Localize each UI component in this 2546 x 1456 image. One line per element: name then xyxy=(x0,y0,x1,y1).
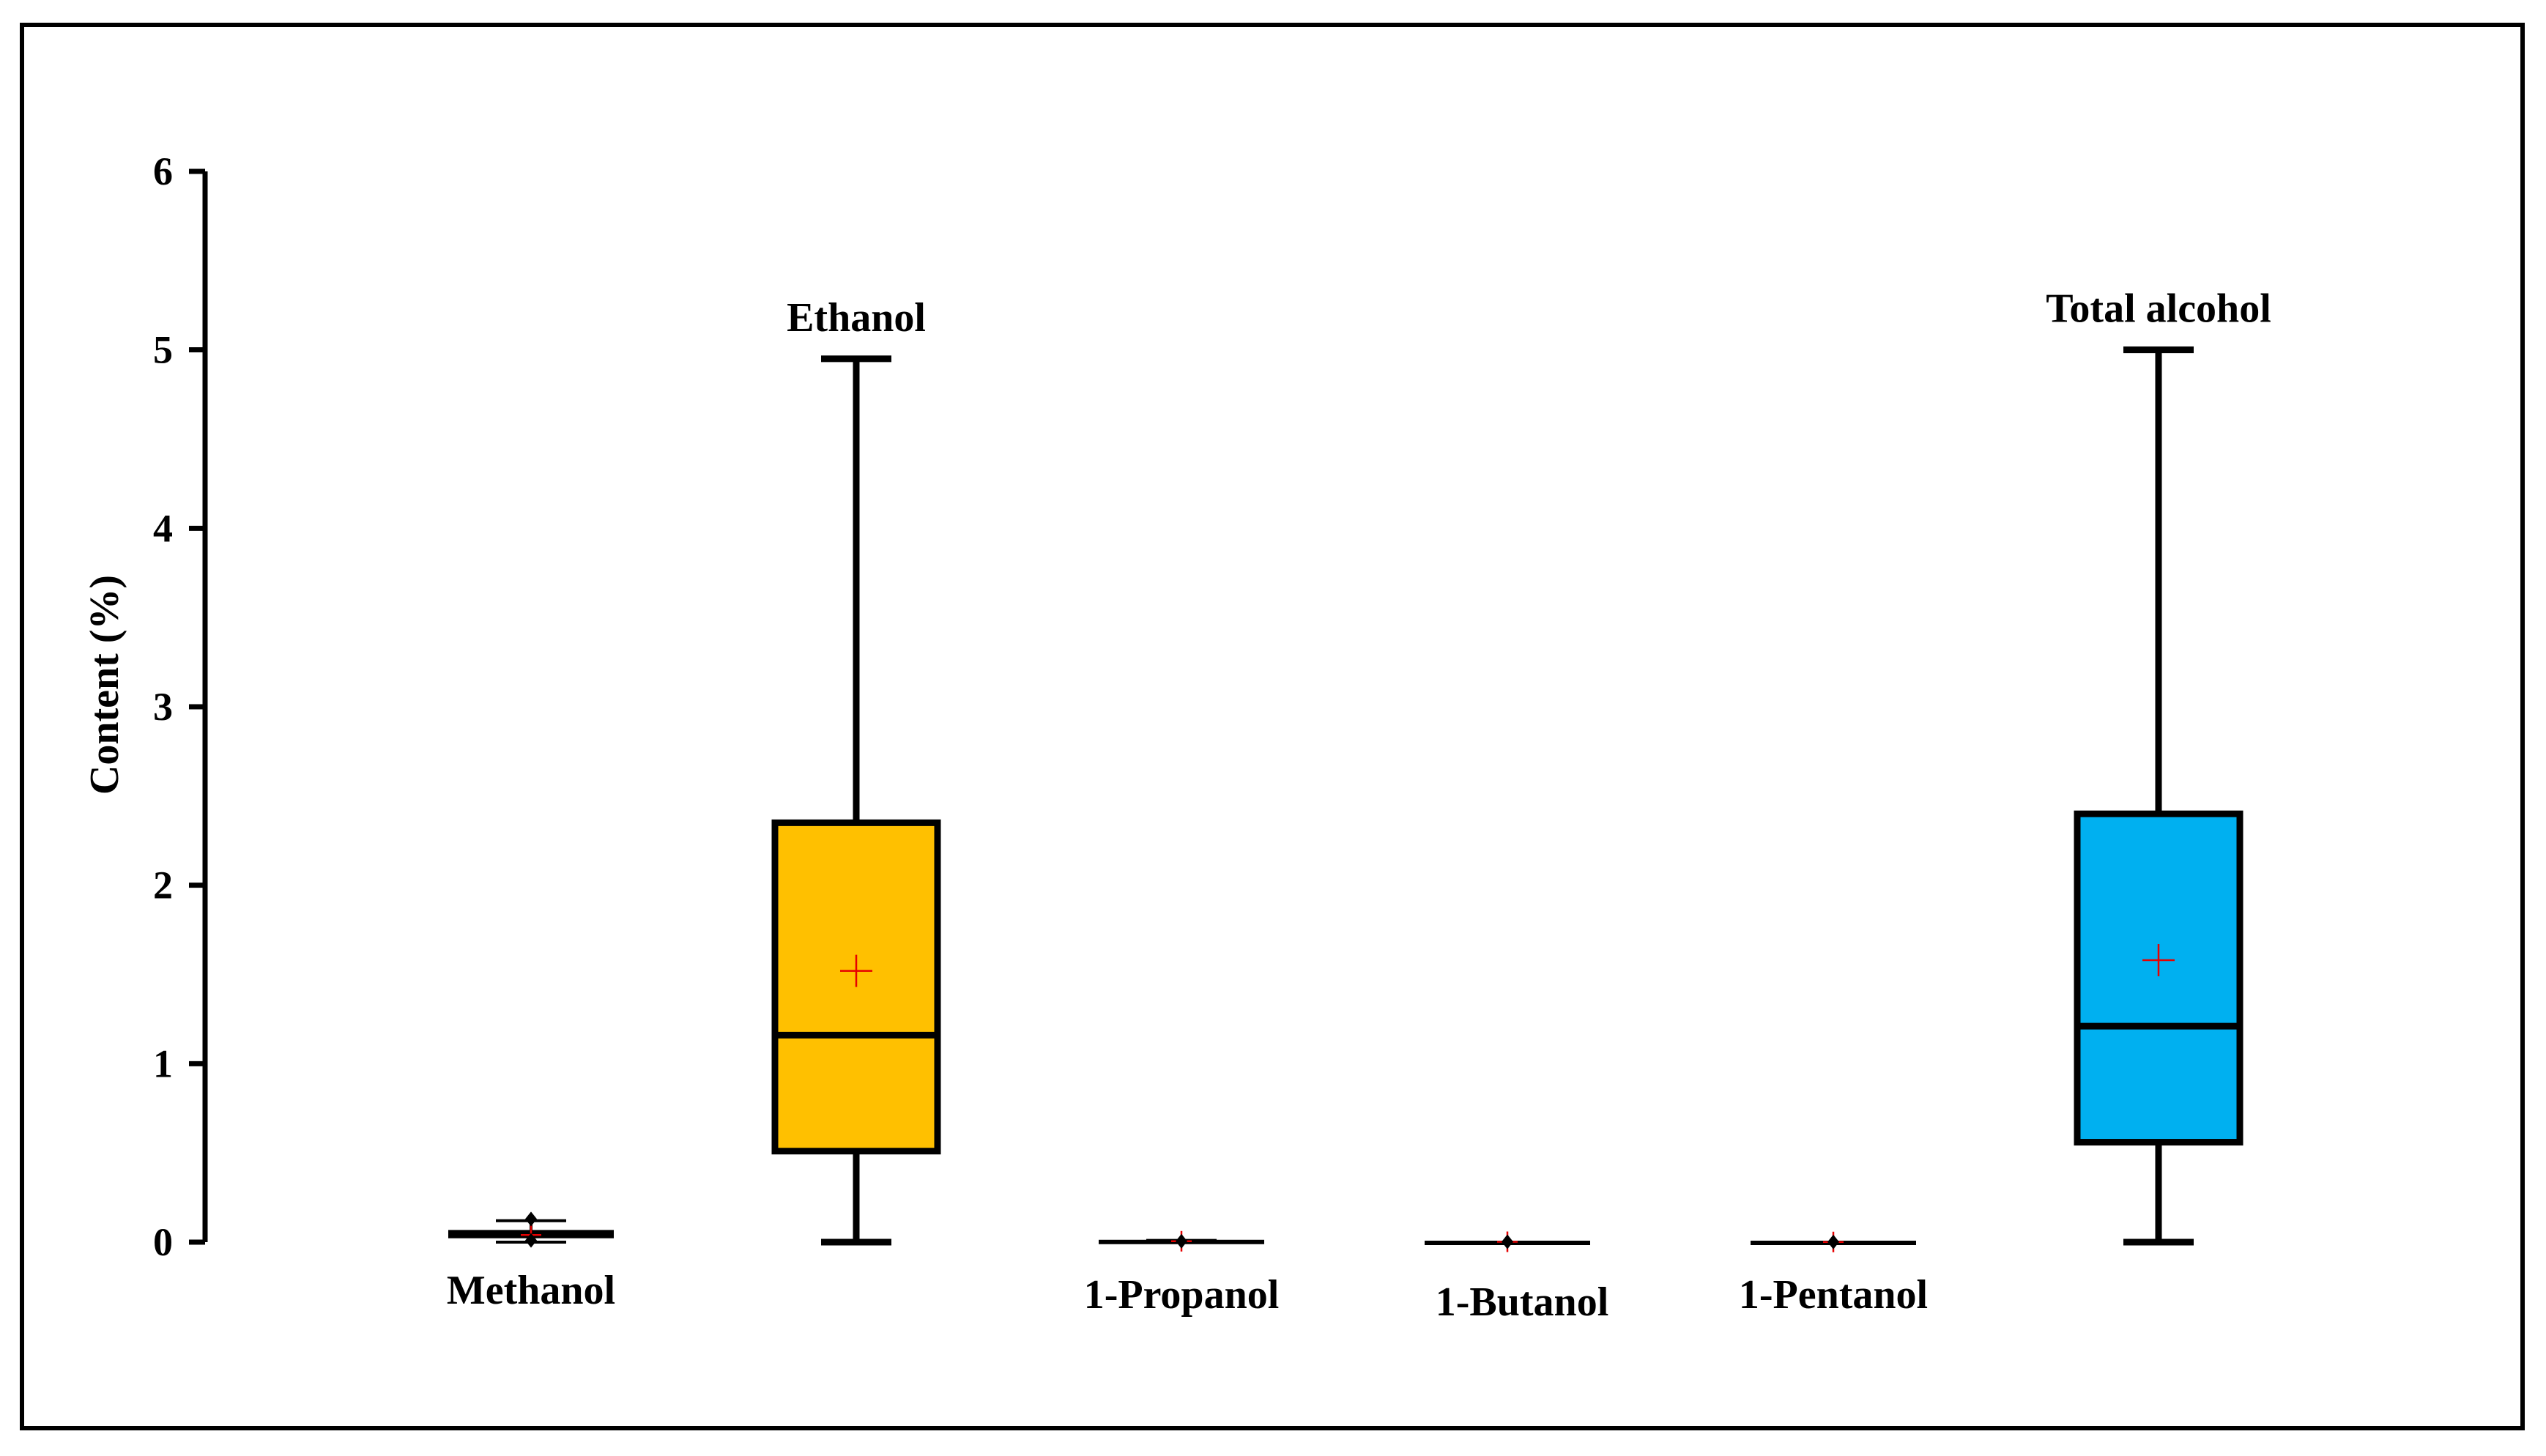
box-iqr xyxy=(2074,810,2243,1146)
category-label: Methanol xyxy=(447,1268,615,1313)
category-label: 1-Butanol xyxy=(1436,1279,1609,1325)
y-axis-label: Content (%) xyxy=(82,575,127,795)
outlier-point xyxy=(1502,1234,1513,1249)
outlier-point xyxy=(1827,1234,1839,1249)
y-tick-label: 3 xyxy=(153,685,173,729)
y-tick-label: 1 xyxy=(153,1041,173,1085)
box-ethanol: Ethanol xyxy=(771,295,941,1246)
y-tick-label: 2 xyxy=(153,863,173,907)
outlier-point xyxy=(1176,1233,1187,1249)
box-methanol: Methanol xyxy=(447,1211,615,1313)
y-tick-label: 0 xyxy=(153,1220,173,1264)
outlier-point xyxy=(525,1233,537,1248)
outlier-point xyxy=(525,1211,537,1227)
category-label: 1-Pentanol xyxy=(1739,1272,1928,1318)
y-axis: 0 1 2 3 4 5 6 xyxy=(153,149,208,1264)
box-1-pentanol: 1-Pentanol xyxy=(1739,1231,1928,1318)
box-series: Methanol Ethanol 1-Propanol 1-Butanol 1-Pent… xyxy=(447,286,2271,1325)
box-plot-chart: 0 1 2 3 4 5 6 Methanol Ethanol 1-Propanol 1-Butan… xyxy=(82,149,2271,1325)
y-tick-label: 6 xyxy=(153,149,173,193)
chart-frame: 0 1 2 3 4 5 6 Methanol Ethanol 1-Propanol 1-Butan… xyxy=(20,23,2525,1430)
category-label: 1-Propanol xyxy=(1084,1272,1280,1318)
category-label: Total alcohol xyxy=(2046,286,2271,332)
box-1-butanol: 1-Butanol xyxy=(1425,1231,1609,1325)
box-total-alcohol: Total alcohol xyxy=(2046,286,2271,1246)
y-tick-label: 4 xyxy=(153,506,173,550)
box-1-propanol: 1-Propanol xyxy=(1084,1230,1280,1318)
y-tick-label: 5 xyxy=(153,328,173,372)
category-label: Ethanol xyxy=(787,295,926,341)
